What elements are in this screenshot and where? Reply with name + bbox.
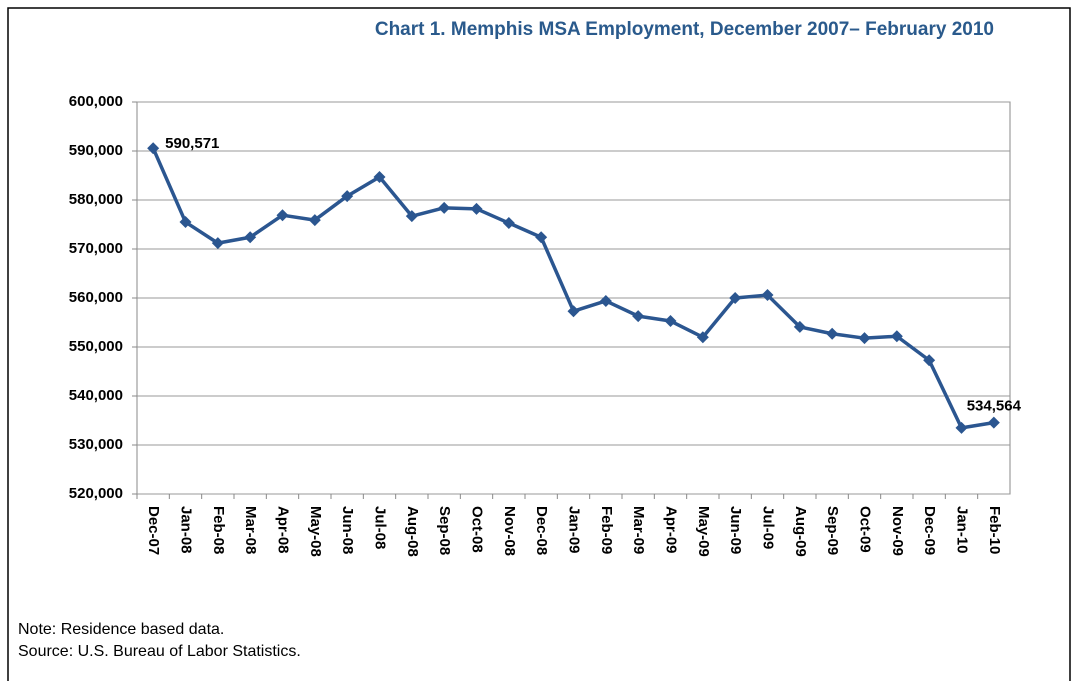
marker (373, 170, 386, 183)
x-tick-label: Apr-08 (275, 506, 292, 554)
marker (664, 315, 677, 328)
y-tick-label: 560,000 (69, 289, 123, 306)
y-tick-label: 580,000 (69, 191, 123, 208)
x-tick-label: Apr-09 (663, 506, 680, 554)
marker (502, 217, 515, 230)
x-tick-label: Jun-09 (727, 506, 744, 554)
x-tick-label: Feb-08 (210, 506, 227, 554)
x-tick-label: Jul-08 (372, 506, 389, 549)
x-tick-label: Mar-08 (242, 506, 259, 554)
marker (599, 294, 612, 307)
marker (696, 331, 709, 344)
x-tick-label: Jan-10 (954, 506, 971, 554)
marker (405, 210, 418, 223)
source: Source: U.S. Bureau of Labor Statistics. (18, 643, 301, 660)
marker (890, 330, 903, 343)
frame (7, 7, 1071, 681)
x-tick-label: Aug-08 (404, 506, 421, 557)
marker (535, 231, 548, 244)
x-tick-label: Feb-09 (598, 506, 615, 554)
marker (858, 332, 871, 345)
y-tick-label: 590,000 (69, 142, 123, 159)
x-tick-label: Dec-09 (921, 506, 938, 555)
x-tick-label: Oct-09 (857, 506, 874, 553)
x-tick-label: May-08 (307, 506, 324, 557)
marker (211, 237, 224, 250)
marker (923, 354, 936, 367)
line (151, 147, 995, 430)
y-tick-label: 530,000 (69, 436, 123, 453)
x-tick-label: Sep-09 (824, 506, 841, 555)
y-tick-label: 520,000 (69, 485, 123, 502)
marker (276, 209, 289, 222)
x-tick-label: May-09 (695, 506, 712, 557)
data-label: 534,564 (967, 398, 1022, 415)
marker (308, 214, 321, 227)
x-tick-label: Sep-08 (436, 506, 453, 555)
marker (567, 305, 580, 318)
x-tick-label: Oct-08 (469, 506, 486, 553)
x-tick-label: Aug-09 (792, 506, 809, 557)
x-tick-label: Nov-09 (889, 506, 906, 556)
marker (179, 216, 192, 229)
chart-title: Chart 1. Memphis MSA Employment, Decembe… (375, 19, 994, 40)
marker (826, 327, 839, 340)
x-tick-label: Mar-09 (630, 506, 647, 554)
note: Note: Residence based data. (18, 621, 224, 638)
x-tick-label: Nov-08 (501, 506, 518, 556)
marker (761, 289, 774, 302)
x-tick-label: Jan-09 (566, 506, 583, 554)
marker (729, 292, 742, 304)
x-tick-label: Feb-10 (986, 506, 1003, 554)
marker (147, 142, 160, 155)
marker (341, 190, 354, 203)
marker (955, 421, 968, 434)
x-tick-label: Dec-08 (533, 506, 550, 555)
marker (987, 416, 1000, 429)
marker (793, 320, 806, 333)
y-tick-label: 540,000 (69, 387, 123, 404)
marker (244, 231, 257, 244)
x-tick-label: Dec-07 (145, 506, 162, 555)
marker (470, 202, 483, 215)
y-tick-label: 550,000 (69, 338, 123, 355)
data-label: 590,571 (165, 135, 219, 152)
marker (438, 201, 451, 214)
y-tick-label: 570,000 (69, 240, 123, 257)
y-tick-label: 600,000 (69, 93, 123, 110)
x-tick-label: Jul-09 (760, 506, 777, 549)
x-tick-label: Jan-08 (178, 506, 195, 554)
x-tick-label: Jun-08 (339, 506, 356, 554)
marker (632, 310, 645, 323)
